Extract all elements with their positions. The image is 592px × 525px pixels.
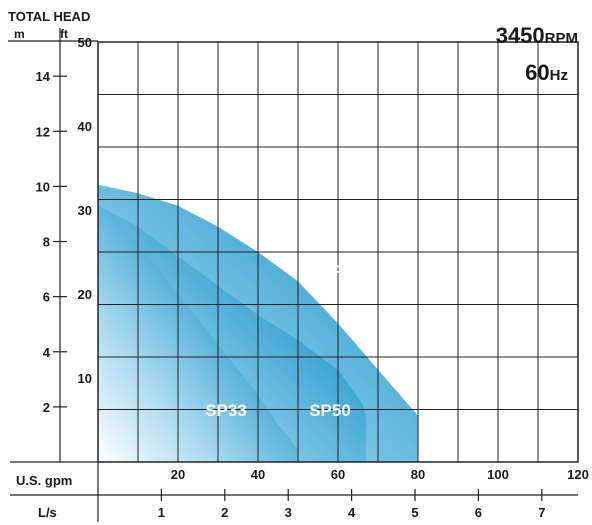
plot-frame xyxy=(97,41,579,463)
m-tick-label: 12 xyxy=(36,124,50,139)
y-unit-ft: ft xyxy=(60,27,68,41)
ft-tick-label: 20 xyxy=(78,287,92,302)
m-tick-label: 10 xyxy=(36,179,50,194)
m-tick-label: 8 xyxy=(43,235,50,250)
ls-tick-label: 6 xyxy=(475,505,482,520)
curve-labels: SP75 SP50 SP33 xyxy=(205,262,363,420)
curve-label-sp75: SP75 xyxy=(321,262,363,281)
gpm-tick-label: 100 xyxy=(487,467,509,482)
gpm-tick-label: 120 xyxy=(567,467,589,482)
m-tick-label: 6 xyxy=(43,290,50,305)
frequency-value: 60 xyxy=(525,60,549,85)
ft-tick-label: 10 xyxy=(78,371,92,386)
ft-tick-label: 40 xyxy=(78,119,92,134)
m-tick-label: 4 xyxy=(43,345,51,360)
ft-tick-label: 50 xyxy=(78,35,92,50)
gpm-tick-label: 60 xyxy=(331,467,345,482)
ft-tick-label: 30 xyxy=(78,203,92,218)
ls-tick-label: 3 xyxy=(285,505,292,520)
m-tick-label: 14 xyxy=(36,69,51,84)
y-axis-title: TOTAL HEAD xyxy=(8,9,90,24)
frequency-label: 60Hz xyxy=(525,60,568,85)
gpm-tick-label: 80 xyxy=(411,467,425,482)
gpm-tick-label: 20 xyxy=(171,467,185,482)
ls-tick-label: 7 xyxy=(538,505,545,520)
ls-tick-label: 5 xyxy=(411,505,418,520)
speed-label: 3450RPM xyxy=(496,23,578,48)
area-sp33 xyxy=(98,205,298,463)
x-unit-gpm: U.S. gpm xyxy=(16,473,72,488)
axes xyxy=(8,28,579,522)
y-unit-m: m xyxy=(14,27,25,41)
x-unit-ls: L/s xyxy=(38,505,57,520)
curve-label-sp50: SP50 xyxy=(309,401,351,420)
ls-tick-label: 2 xyxy=(221,505,228,520)
ls-tick-label: 4 xyxy=(348,505,356,520)
speed-value: 3450 xyxy=(496,23,545,48)
curve-label-sp33: SP33 xyxy=(205,401,247,420)
speed-unit: RPM xyxy=(545,30,578,47)
gpm-tick-label: 40 xyxy=(251,467,265,482)
ls-tick-label: 1 xyxy=(158,505,165,520)
m-tick-label: 2 xyxy=(43,400,50,415)
frequency-unit: Hz xyxy=(550,67,568,84)
grid xyxy=(98,42,578,462)
